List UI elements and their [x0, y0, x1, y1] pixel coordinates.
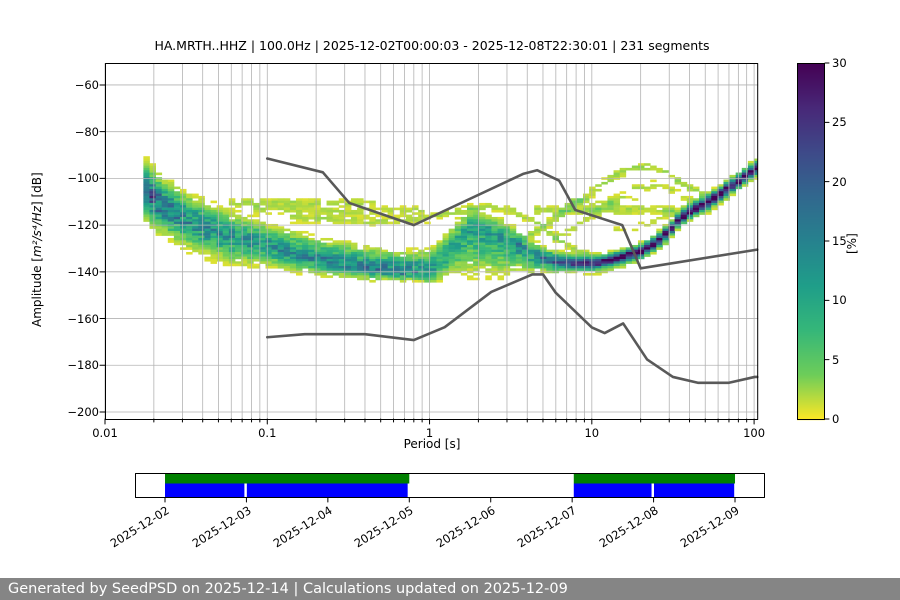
- footer-text: Generated by SeedPSD on 2025-12-14 | Cal…: [8, 581, 568, 597]
- footer-bar: Generated by SeedPSD on 2025-12-14 | Cal…: [0, 578, 900, 600]
